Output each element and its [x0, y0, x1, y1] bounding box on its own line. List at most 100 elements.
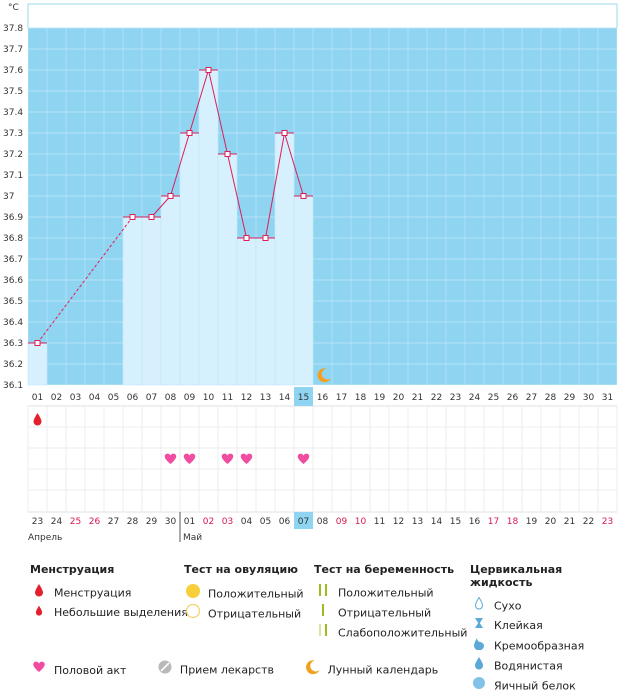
cycle-day-label: 01	[32, 393, 43, 403]
intercourse-heart-icon	[164, 453, 177, 464]
calendar-date-label: 21	[564, 517, 575, 527]
cycle-day-label: 03	[70, 393, 81, 403]
calendar-date-label: 07	[298, 517, 309, 527]
temperature-point	[129, 214, 136, 220]
legend-cervical-item: Кремообразная	[470, 636, 626, 656]
cycle-day-label: 08	[165, 393, 177, 403]
legend-label: Сухо	[494, 599, 522, 613]
heart-icon	[30, 661, 48, 681]
menstruation-drop-icon	[33, 413, 42, 426]
legend-cervical-title: Цервикальная жидкость	[470, 563, 563, 589]
pill-icon	[156, 660, 174, 681]
drop-outline-icon	[470, 596, 488, 617]
legend-label: Клейкая	[494, 619, 543, 632]
legend-pregnancy-item: Положительный	[314, 583, 467, 603]
legend-label: Менструация	[54, 586, 132, 600]
chart-top-strip	[27, 3, 618, 29]
calendar-date-label: 04	[241, 517, 253, 527]
cycle-day-label: 05	[108, 393, 119, 403]
calendar-date-label: 01	[184, 517, 195, 527]
y-tick-label: 37.8	[3, 24, 23, 34]
calendar-date-label: 18	[507, 517, 519, 527]
temperature-bar	[217, 153, 238, 386]
cycle-day-label: 10	[203, 393, 215, 403]
y-tick-label: 36.1	[3, 381, 23, 391]
y-tick-label: 36.2	[3, 360, 23, 370]
cycle-day-label: 07	[146, 393, 157, 403]
legend-label: Водянистая	[494, 659, 563, 673]
intercourse-heart-icon	[297, 453, 310, 464]
y-tick-label: 36.6	[3, 276, 23, 286]
calendar-date-label: 10	[355, 517, 367, 527]
temperature-point	[281, 130, 288, 136]
y-tick-label: 37	[3, 192, 14, 202]
y-tick-label: 36.3	[3, 339, 23, 349]
calendar-date-label: 14	[431, 517, 443, 527]
temperature-chart: °C 37.8 37.7 37.6 37.5 37.4 37.3 37.2 37.1 37 36.…	[3, 3, 618, 543]
legend-label: Прием лекарств	[179, 663, 274, 677]
legend-label: Кремообразная	[494, 639, 585, 653]
hourglass-icon	[470, 616, 488, 636]
creamy-drop-icon	[470, 636, 488, 657]
small-drop-icon	[30, 603, 48, 623]
drop-icon	[30, 583, 48, 604]
legend-medication: Прием лекарств	[156, 660, 274, 680]
calendar-date-label: 23	[32, 517, 43, 527]
month-label: Апрель	[28, 533, 62, 543]
legend-ovulation-item: Положительный	[184, 583, 304, 603]
today-day-highlight	[294, 387, 313, 406]
legend-label: Слабоположительный	[338, 626, 468, 640]
calendar-date-label: 22	[583, 517, 594, 527]
temperature-point	[205, 67, 212, 73]
legend-cervical-item: Водянистая	[470, 656, 626, 676]
temperature-point	[224, 151, 231, 157]
cycle-day-label: 16	[317, 393, 329, 403]
calendar-date-label: 28	[127, 517, 139, 527]
calendar-date-label: 16	[469, 517, 481, 527]
temperature-bar	[236, 237, 257, 386]
cycle-day-label: 06	[127, 393, 139, 403]
legend-label: Лунный календарь	[327, 663, 439, 677]
legend-label: Отрицательный	[338, 606, 432, 620]
moon-icon	[317, 368, 331, 383]
cycle-day-label: 15	[298, 393, 309, 403]
temperature-point	[300, 193, 307, 199]
legend-menstruation-item: Небольшие выделения	[30, 603, 188, 623]
temperature-line	[265, 132, 285, 239]
faint-lines-icon	[314, 623, 332, 644]
cycle-day-label: 31	[602, 393, 613, 403]
legend-intercourse: Половой акт	[30, 661, 126, 681]
cycle-day-label: 12	[241, 393, 252, 403]
intercourse-heart-icon	[221, 453, 234, 464]
y-tick-label: 36.4	[3, 318, 23, 328]
legend-moon: Лунный календарь	[304, 659, 439, 679]
legend-label: Отрицательный	[208, 607, 302, 621]
legend-label: Яичный белок	[494, 679, 576, 693]
temperature-point	[167, 193, 174, 199]
y-tick-label: 37.4	[3, 108, 23, 118]
legend-bottom: Половой акт Прием лекарств Лунный календ…	[30, 659, 626, 681]
legend-pregnancy-item: Слабоположительный	[314, 623, 467, 643]
calendar-date-label: 19	[526, 517, 538, 527]
cycle-day-label: 18	[355, 393, 367, 403]
temperature-line	[170, 132, 190, 197]
calendar-date-label: 06	[279, 517, 291, 527]
temperature-line-dashed	[37, 216, 133, 344]
calendar-date-label: 25	[70, 517, 81, 527]
temperature-point	[34, 340, 41, 346]
temperature-bar	[160, 195, 181, 386]
temperature-bar	[198, 69, 219, 386]
cycle-day-label: 25	[488, 393, 499, 403]
temperature-bar	[122, 216, 143, 386]
intercourse-heart-icon	[240, 453, 253, 464]
legend-label: Небольшие выделения	[54, 606, 188, 619]
y-tick-label: 36.5	[3, 297, 23, 307]
temperature-bar	[27, 342, 48, 386]
temperature-line	[189, 69, 209, 134]
temperature-point	[186, 130, 193, 136]
cycle-day-label: 23	[450, 393, 461, 403]
calendar-date-label: 08	[317, 517, 329, 527]
temperature-line	[208, 69, 228, 155]
legend-label: Положительный	[208, 587, 304, 601]
month-label: Май	[183, 533, 202, 543]
